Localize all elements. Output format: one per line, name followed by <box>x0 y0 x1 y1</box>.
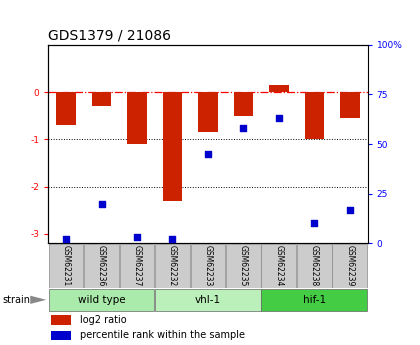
Point <box>98 201 105 206</box>
Text: log2 ratio: log2 ratio <box>80 315 127 325</box>
Text: GSM62237: GSM62237 <box>132 245 142 286</box>
Text: strain: strain <box>2 295 30 305</box>
Bar <box>49 289 154 311</box>
Point <box>63 237 69 242</box>
Text: vhl-1: vhl-1 <box>195 295 221 305</box>
Bar <box>155 244 190 288</box>
Text: GSM62238: GSM62238 <box>310 245 319 286</box>
Bar <box>56 92 76 125</box>
Bar <box>49 244 84 288</box>
Bar <box>52 331 71 340</box>
Bar <box>127 92 147 144</box>
Point <box>240 126 247 131</box>
Bar <box>304 92 324 139</box>
Text: GSM62231: GSM62231 <box>62 245 71 286</box>
Bar <box>262 289 367 311</box>
Bar <box>191 244 225 288</box>
Text: GSM62236: GSM62236 <box>97 245 106 286</box>
Bar <box>297 244 332 288</box>
Bar <box>84 244 119 288</box>
Bar <box>234 92 253 116</box>
Text: wild type: wild type <box>78 295 125 305</box>
Bar <box>155 289 261 311</box>
Text: hif-1: hif-1 <box>303 295 326 305</box>
Text: GSM62234: GSM62234 <box>274 245 284 286</box>
Text: GSM62235: GSM62235 <box>239 245 248 286</box>
Bar <box>120 244 154 288</box>
Text: GSM62233: GSM62233 <box>203 245 213 286</box>
Bar <box>226 244 261 288</box>
Polygon shape <box>30 296 46 304</box>
Text: percentile rank within the sample: percentile rank within the sample <box>80 331 245 340</box>
Bar <box>340 92 360 118</box>
Bar <box>92 92 111 106</box>
Point <box>205 151 211 157</box>
Point <box>311 221 318 226</box>
Point <box>346 207 353 212</box>
Point <box>276 116 282 121</box>
Text: GDS1379 / 21086: GDS1379 / 21086 <box>48 28 171 42</box>
Bar <box>332 244 367 288</box>
Text: GSM62232: GSM62232 <box>168 245 177 286</box>
Bar <box>198 92 218 132</box>
Point <box>169 237 176 242</box>
Point <box>134 235 140 240</box>
Bar <box>269 85 289 92</box>
Text: GSM62239: GSM62239 <box>345 245 354 286</box>
Bar <box>262 244 296 288</box>
Bar <box>52 315 71 325</box>
Bar <box>163 92 182 201</box>
